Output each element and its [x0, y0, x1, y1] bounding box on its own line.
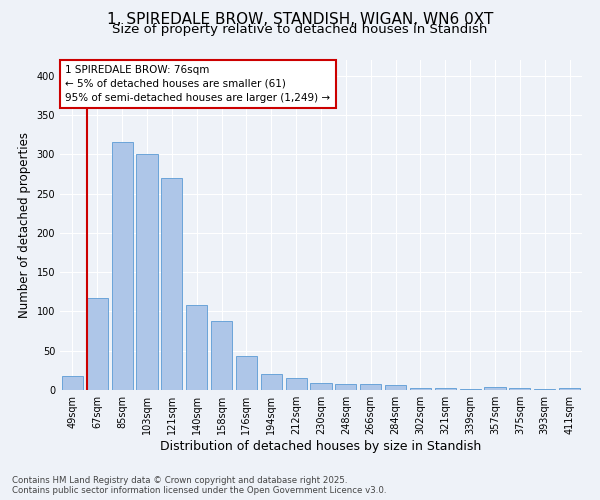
- Y-axis label: Number of detached properties: Number of detached properties: [18, 132, 31, 318]
- Bar: [186, 305, 207, 390]
- Bar: [534, 389, 555, 390]
- Text: 1, SPIREDALE BROW, STANDISH, WIGAN, WN6 0XT: 1, SPIREDALE BROW, STANDISH, WIGAN, WN6 …: [107, 12, 493, 28]
- Bar: [261, 374, 282, 390]
- X-axis label: Distribution of detached houses by size in Standish: Distribution of detached houses by size …: [160, 440, 482, 453]
- Bar: [509, 388, 530, 390]
- Bar: [112, 142, 133, 390]
- Bar: [161, 178, 182, 390]
- Bar: [62, 376, 83, 390]
- Bar: [310, 383, 332, 390]
- Bar: [410, 388, 431, 390]
- Bar: [286, 378, 307, 390]
- Text: 1 SPIREDALE BROW: 76sqm
← 5% of detached houses are smaller (61)
95% of semi-det: 1 SPIREDALE BROW: 76sqm ← 5% of detached…: [65, 65, 331, 103]
- Bar: [87, 298, 108, 390]
- Bar: [236, 356, 257, 390]
- Bar: [484, 387, 506, 390]
- Bar: [559, 388, 580, 390]
- Bar: [385, 386, 406, 390]
- Text: Contains HM Land Registry data © Crown copyright and database right 2025.
Contai: Contains HM Land Registry data © Crown c…: [12, 476, 386, 495]
- Bar: [435, 388, 456, 390]
- Text: Size of property relative to detached houses in Standish: Size of property relative to detached ho…: [112, 22, 488, 36]
- Bar: [360, 384, 381, 390]
- Bar: [335, 384, 356, 390]
- Bar: [460, 389, 481, 390]
- Bar: [136, 154, 158, 390]
- Bar: [211, 321, 232, 390]
